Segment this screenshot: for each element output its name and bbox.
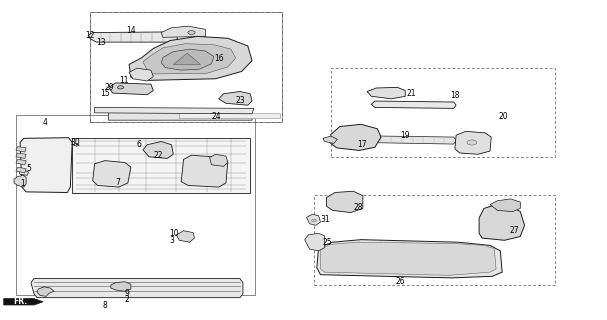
Polygon shape [327,191,363,212]
Text: 29: 29 [105,83,115,92]
Polygon shape [161,49,214,70]
Text: 1: 1 [20,180,25,188]
Text: 15: 15 [101,89,110,98]
Circle shape [188,31,195,35]
Polygon shape [129,36,252,80]
Text: 14: 14 [127,26,137,35]
Polygon shape [176,231,194,242]
Polygon shape [93,161,131,187]
Bar [331,68,555,157]
Polygon shape [129,68,154,81]
Polygon shape [16,167,26,173]
Text: 21: 21 [407,89,416,98]
Polygon shape [111,282,131,291]
Polygon shape [181,155,228,187]
Polygon shape [89,32,177,42]
Polygon shape [19,170,29,175]
Polygon shape [14,175,26,187]
Polygon shape [307,214,320,225]
Polygon shape [455,131,491,154]
Polygon shape [72,138,250,194]
Text: 10: 10 [169,229,178,238]
Text: 22: 22 [154,151,163,160]
Polygon shape [173,53,200,64]
Text: 27: 27 [509,226,519,235]
Text: 13: 13 [97,38,106,47]
Text: 19: 19 [401,131,410,140]
Text: 5: 5 [26,164,31,173]
Text: 31: 31 [320,215,330,224]
Polygon shape [179,113,280,119]
Polygon shape [143,44,236,74]
Polygon shape [37,287,54,296]
Polygon shape [143,141,173,158]
Polygon shape [16,153,26,158]
Polygon shape [109,83,154,95]
Polygon shape [4,299,43,305]
Polygon shape [479,204,524,240]
Circle shape [74,143,79,146]
Text: FR.: FR. [13,297,27,306]
Polygon shape [16,147,26,152]
Text: 28: 28 [353,203,362,212]
Polygon shape [95,108,254,114]
Text: 4: 4 [43,118,48,127]
Bar [314,195,555,285]
Polygon shape [367,87,405,99]
Bar [90,12,282,122]
Text: 16: 16 [214,53,223,62]
Text: 8: 8 [103,301,107,310]
Circle shape [118,86,124,89]
Polygon shape [331,124,381,150]
Text: 2: 2 [125,295,130,304]
Polygon shape [219,92,252,105]
Polygon shape [305,233,325,251]
Polygon shape [16,116,255,295]
Text: 20: 20 [498,112,508,121]
Text: 17: 17 [357,140,367,149]
Polygon shape [317,240,502,278]
Polygon shape [490,199,520,212]
Text: 24: 24 [211,112,221,121]
Polygon shape [209,154,228,166]
Polygon shape [161,26,205,37]
Text: 11: 11 [119,76,128,85]
Text: 6: 6 [137,140,142,149]
Polygon shape [16,159,26,165]
Polygon shape [320,242,496,275]
Polygon shape [109,111,252,120]
Text: 9: 9 [125,289,130,298]
Text: 18: 18 [450,91,459,100]
Text: 7: 7 [116,179,121,188]
Polygon shape [20,138,72,193]
Polygon shape [371,101,456,108]
Circle shape [311,219,316,222]
Polygon shape [31,278,243,298]
Circle shape [467,140,476,145]
Polygon shape [323,136,337,143]
Text: 12: 12 [86,31,95,40]
Text: 23: 23 [236,96,245,105]
Polygon shape [359,136,456,144]
Text: 26: 26 [396,277,405,286]
Text: 25: 25 [323,238,333,247]
Text: 30: 30 [70,138,80,147]
Text: 3: 3 [169,236,174,245]
